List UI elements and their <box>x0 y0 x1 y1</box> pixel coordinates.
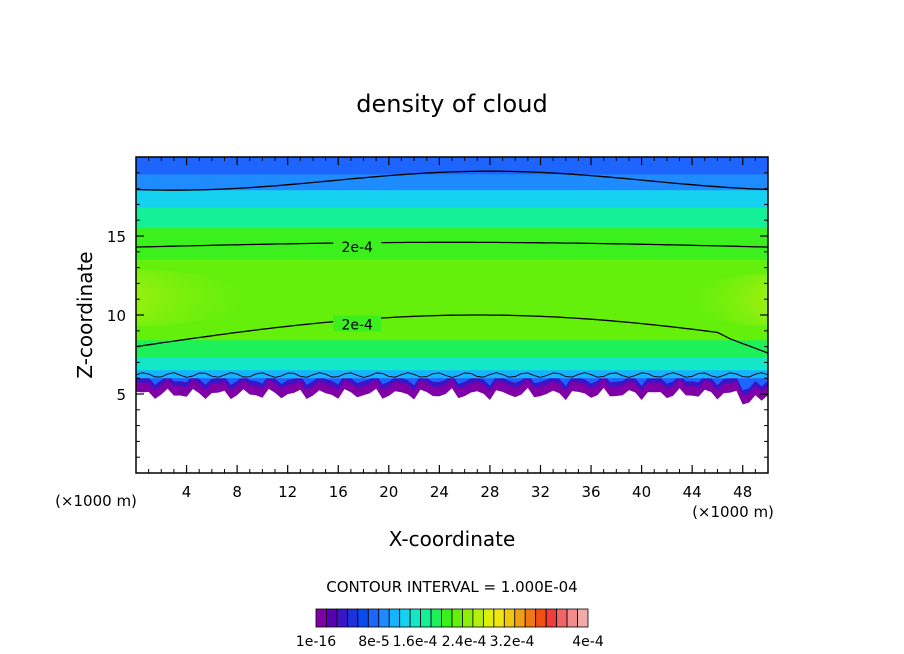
colorbar-swatch <box>367 608 380 628</box>
density-band <box>136 157 768 175</box>
colorbar-swatch <box>315 608 327 628</box>
x-tick-label: 8 <box>232 483 242 501</box>
y-tick-label: 5 <box>116 386 126 404</box>
contour-line <box>136 170 768 191</box>
contour-label: 2e-4 <box>341 240 373 256</box>
colorbar-swatch <box>409 608 422 628</box>
contour-line <box>136 372 768 378</box>
y-axis-title: Z-coordinate <box>73 251 97 378</box>
density-band <box>136 206 768 229</box>
y-tick-label: 15 <box>107 228 126 246</box>
colorbar-tick-label: 2.4e-4 <box>442 634 487 650</box>
x-tick-label: 4 <box>182 483 192 501</box>
colorbar-tick-label: 3.2e-4 <box>490 634 535 650</box>
colorbar-tick-label: 1.6e-4 <box>393 634 438 650</box>
colorbar-swatch <box>378 608 390 628</box>
y-tick-label: 10 <box>107 307 126 325</box>
colorbar-swatch <box>346 608 359 628</box>
colorbar-swatch <box>514 608 526 628</box>
x-tick-label: 16 <box>329 483 348 501</box>
contour-line <box>136 241 768 248</box>
colorbar-swatch <box>420 608 432 628</box>
x-tick-label: 28 <box>480 483 499 501</box>
colorbar <box>315 608 589 628</box>
x-tick-label: 20 <box>379 483 398 501</box>
colorbar-swatch <box>451 608 463 628</box>
density-band <box>136 368 768 379</box>
x-tick-label: 12 <box>278 483 297 501</box>
contour-label-bg <box>333 238 382 255</box>
x-tick-label: 48 <box>733 483 752 501</box>
x-tick-label: 32 <box>531 483 550 501</box>
x-tick-label: 40 <box>632 483 651 501</box>
contour-label: 2e-4 <box>341 317 373 333</box>
colorbar-swatch <box>336 608 348 628</box>
density-band <box>136 226 768 260</box>
colorbar-labels: 1e-16 8e-5 1.6e-4 2.4e-4 3.2e-4 4e-4 <box>296 634 604 650</box>
colorbar-swatch <box>430 608 442 628</box>
contour-interval-label: CONTOUR INTERVAL = 1.000E-04 <box>326 578 577 596</box>
x-tick-label: 36 <box>581 483 600 501</box>
colorbar-swatch <box>545 608 558 628</box>
colorbar-swatch <box>399 608 411 628</box>
contour-label-bg <box>333 315 382 332</box>
contour-line <box>136 314 768 354</box>
colorbar-swatch <box>441 608 453 628</box>
colorbar-swatch <box>388 608 401 628</box>
x-axis-unit: (×1000 m) <box>692 503 774 521</box>
colorbar-tick-label: 4e-4 <box>572 634 604 650</box>
colorbar-swatch <box>493 608 505 628</box>
colorbar-tick-label: 1e-16 <box>296 634 336 650</box>
density-band <box>136 258 768 341</box>
colorbar-swatch <box>566 608 578 628</box>
colorbar-swatch <box>326 608 338 628</box>
x-tick-label: 24 <box>430 483 449 501</box>
density-bands <box>136 157 768 405</box>
density-band <box>136 376 768 405</box>
density-core-right <box>693 274 768 326</box>
x-tick-label: 44 <box>683 483 702 501</box>
contour-labels: 2e-4 2e-4 <box>333 238 382 333</box>
density-core-left <box>136 270 246 326</box>
colorbar-swatch <box>524 608 537 628</box>
colorbar-swatch <box>556 608 568 628</box>
colorbar-tick-label: 8e-5 <box>358 634 389 650</box>
density-band <box>136 188 768 208</box>
contour-lines <box>136 170 768 378</box>
density-band <box>136 172 768 191</box>
colorbar-swatch <box>482 608 495 628</box>
density-band <box>136 356 768 371</box>
x-axis-title: X-coordinate <box>389 527 516 551</box>
colorbar-swatch <box>535 608 547 628</box>
colorbar-swatch <box>462 608 474 628</box>
colorbar-swatch <box>577 608 589 628</box>
colorbar-swatch <box>503 608 516 628</box>
plot-area: 2e-4 2e-4 <box>136 157 768 473</box>
colorbar-swatch <box>472 608 484 628</box>
y-axis-unit: (×1000 m) <box>55 492 137 510</box>
colorbar-swatch <box>357 608 369 628</box>
chart-title: density of cloud <box>356 90 547 118</box>
